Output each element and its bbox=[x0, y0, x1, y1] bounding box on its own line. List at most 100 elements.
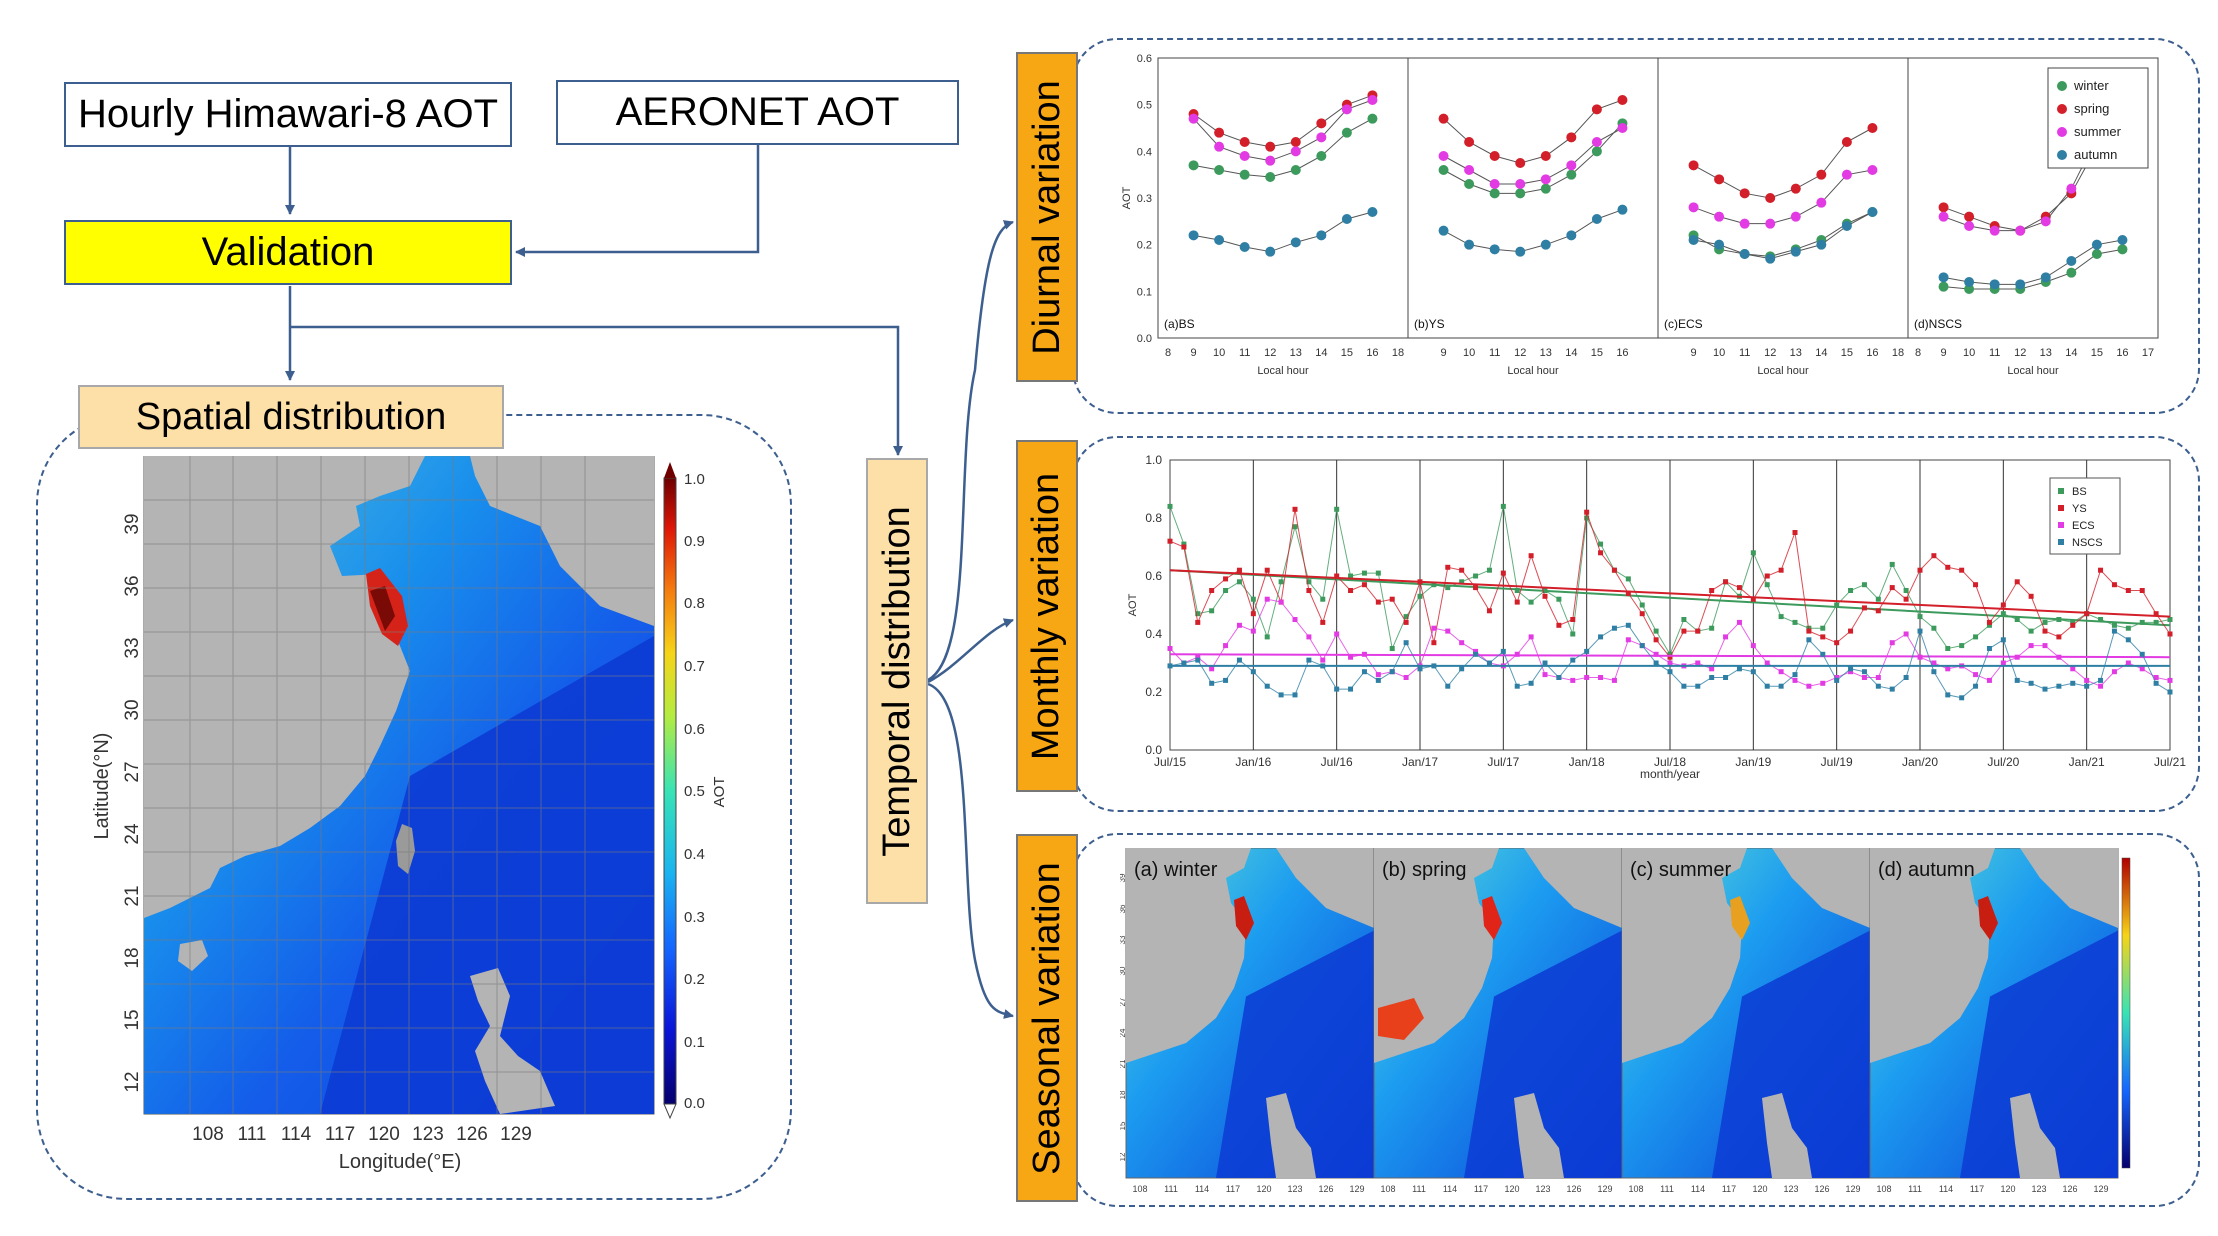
monthly-xtick: Jul/18 bbox=[1654, 755, 1686, 769]
diurnal-point-spring bbox=[1316, 118, 1327, 129]
monthly-legend-marker-ECS bbox=[2058, 522, 2064, 528]
seasonal-map-0: (a) winter 108 111 114 117 120 123 126 129 39 36 33… bbox=[1120, 848, 1375, 1194]
seasonal-xtick: 108 bbox=[1628, 1184, 1643, 1194]
monthly-point-ECS bbox=[1667, 660, 1673, 666]
colorbar-tick: 0.9 bbox=[684, 533, 705, 550]
seasonal-xtick: 114 bbox=[1691, 1184, 1705, 1194]
monthly-point-NSCS bbox=[1514, 683, 1520, 689]
monthly-point-YS bbox=[1639, 611, 1645, 617]
seasonal-xtick: 120 bbox=[1752, 1184, 1767, 1194]
monthly-point-ECS bbox=[1875, 675, 1881, 680]
colorbar-tick: 0.0 bbox=[684, 1095, 705, 1112]
spatial-aot-map: 108 111 114 117 120 123 126 129 39 36 33… bbox=[91, 456, 728, 1173]
seasonal-xtick: 111 bbox=[1412, 1184, 1426, 1194]
monthly-point-YS bbox=[1195, 619, 1201, 625]
monthly-point-YS bbox=[1445, 564, 1451, 570]
seasonal-colorbar bbox=[2121, 857, 2131, 1169]
seasonal-korea-land bbox=[2020, 848, 2118, 928]
seasonal-xtick: 123 bbox=[1287, 1184, 1302, 1194]
diurnal-panel-label: (b)YS bbox=[1414, 317, 1445, 331]
map-xtick: 126 bbox=[456, 1124, 488, 1145]
diurnal-point-winter bbox=[1367, 113, 1378, 124]
monthly-point-BS bbox=[1250, 596, 1256, 602]
monthly-point-ECS bbox=[1653, 651, 1659, 657]
seasonal-ytick: 15 bbox=[1120, 1121, 1127, 1130]
seasonal-panel-label: (d) autumn bbox=[1878, 859, 1975, 881]
monthly-point-ECS bbox=[1278, 599, 1284, 605]
monthly-point-BS bbox=[1167, 503, 1173, 509]
seasonal-land bbox=[1622, 848, 1747, 1063]
diurnal-point-autumn bbox=[1688, 235, 1699, 245]
monthly-point-ECS bbox=[1625, 637, 1631, 643]
monthly-point-NSCS bbox=[1723, 675, 1729, 680]
monthly-point-YS bbox=[1292, 506, 1298, 512]
monthly-point-YS bbox=[1667, 654, 1673, 660]
monthly-point-NSCS bbox=[1750, 669, 1756, 675]
diurnal-point-autumn bbox=[2015, 279, 2026, 290]
monthly-xtick: Jan/21 bbox=[2069, 755, 2105, 769]
monthly-point-ECS bbox=[1209, 666, 1215, 672]
monthly-point-BS bbox=[2098, 617, 2104, 622]
diurnal-variation-label: Diurnal variation bbox=[1025, 79, 1068, 355]
diurnal-point-summer bbox=[1214, 141, 1225, 152]
diurnal-point-autumn bbox=[1367, 207, 1378, 217]
diurnal-xtick: 16 bbox=[1366, 347, 1378, 359]
diurnal-point-winter bbox=[1438, 165, 1449, 175]
diurnal-point-summer bbox=[1989, 225, 2000, 236]
monthly-point-YS bbox=[1931, 553, 1937, 559]
monthly-xtick: Jan/17 bbox=[1402, 755, 1438, 769]
monthly-point-YS bbox=[1389, 596, 1395, 602]
monthly-point-BS bbox=[1848, 588, 1854, 593]
monthly-point-YS bbox=[1236, 567, 1242, 573]
monthly-point-YS bbox=[2042, 628, 2048, 634]
diurnal-xtick: 18 bbox=[1392, 347, 1404, 359]
monthly-point-YS bbox=[2000, 602, 2006, 608]
monthly-xlabel: month/year bbox=[1640, 767, 1700, 781]
diurnal-ylabel: AOT bbox=[1121, 186, 1133, 209]
diurnal-xtick: 8 bbox=[1165, 347, 1171, 359]
diurnal-point-spring bbox=[1540, 151, 1551, 161]
monthly-xtick: Jan/20 bbox=[1902, 755, 1938, 769]
monthly-point-NSCS bbox=[1917, 628, 1923, 634]
diurnal-point-summer bbox=[1938, 211, 1949, 222]
monthly-point-YS bbox=[1806, 628, 1812, 634]
diurnal-xtick: 18 bbox=[1892, 347, 1904, 359]
monthly-point-NSCS bbox=[1973, 683, 1979, 689]
monthly-point-NSCS bbox=[2098, 677, 2104, 683]
monthly-point-YS bbox=[2070, 622, 2076, 628]
seasonal-xtick: 123 bbox=[2031, 1184, 2046, 1194]
monthly-point-YS bbox=[1361, 582, 1367, 588]
monthly-point-ECS bbox=[2084, 677, 2090, 683]
monthly-point-BS bbox=[2139, 619, 2145, 625]
monthly-point-NSCS bbox=[1209, 680, 1215, 686]
monthly-point-YS bbox=[1473, 585, 1479, 591]
diurnal-point-winter bbox=[1515, 188, 1526, 199]
spatial-distribution-label: Spatial distribution bbox=[135, 395, 447, 438]
monthly-ytick: 0.8 bbox=[1145, 511, 1162, 525]
diurnal-point-autumn bbox=[1739, 249, 1750, 259]
map-xtick: 108 bbox=[192, 1124, 224, 1145]
monthly-point-ECS bbox=[2098, 683, 2104, 689]
seasonal-coastal-hotspot bbox=[1482, 896, 1502, 940]
monthly-point-ECS bbox=[1473, 648, 1479, 654]
colorbar-tick: 1.0 bbox=[684, 471, 705, 488]
diurnal-xtick: 14 bbox=[1565, 347, 1577, 359]
monthly-legend-label-YS: YS bbox=[2072, 503, 2087, 515]
diurnal-ytick: 0.4 bbox=[1137, 146, 1152, 158]
monthly-point-NSCS bbox=[1528, 680, 1534, 686]
monthly-point-NSCS bbox=[1681, 683, 1687, 689]
monthly-point-ECS bbox=[1736, 619, 1742, 625]
diurnal-legend-label-autumn: autumn bbox=[2074, 147, 2117, 162]
monthly-ytick: 1.0 bbox=[1145, 453, 1162, 467]
diurnal-xtick: 11 bbox=[1739, 347, 1750, 359]
monthly-point-BS bbox=[2042, 619, 2048, 625]
map-colorbar bbox=[663, 477, 677, 1105]
seasonal-philippines-land bbox=[1762, 1093, 1812, 1178]
monthly-point-NSCS bbox=[1570, 657, 1576, 663]
monthly-point-NSCS bbox=[1236, 657, 1242, 663]
temporal-distribution-box: Temporal distribution bbox=[866, 458, 928, 904]
monthly-point-NSCS bbox=[1709, 675, 1715, 680]
monthly-point-BS bbox=[2028, 628, 2034, 634]
diurnal-xtick: 14 bbox=[1815, 347, 1827, 359]
colorbar-label: AOT bbox=[711, 777, 728, 808]
